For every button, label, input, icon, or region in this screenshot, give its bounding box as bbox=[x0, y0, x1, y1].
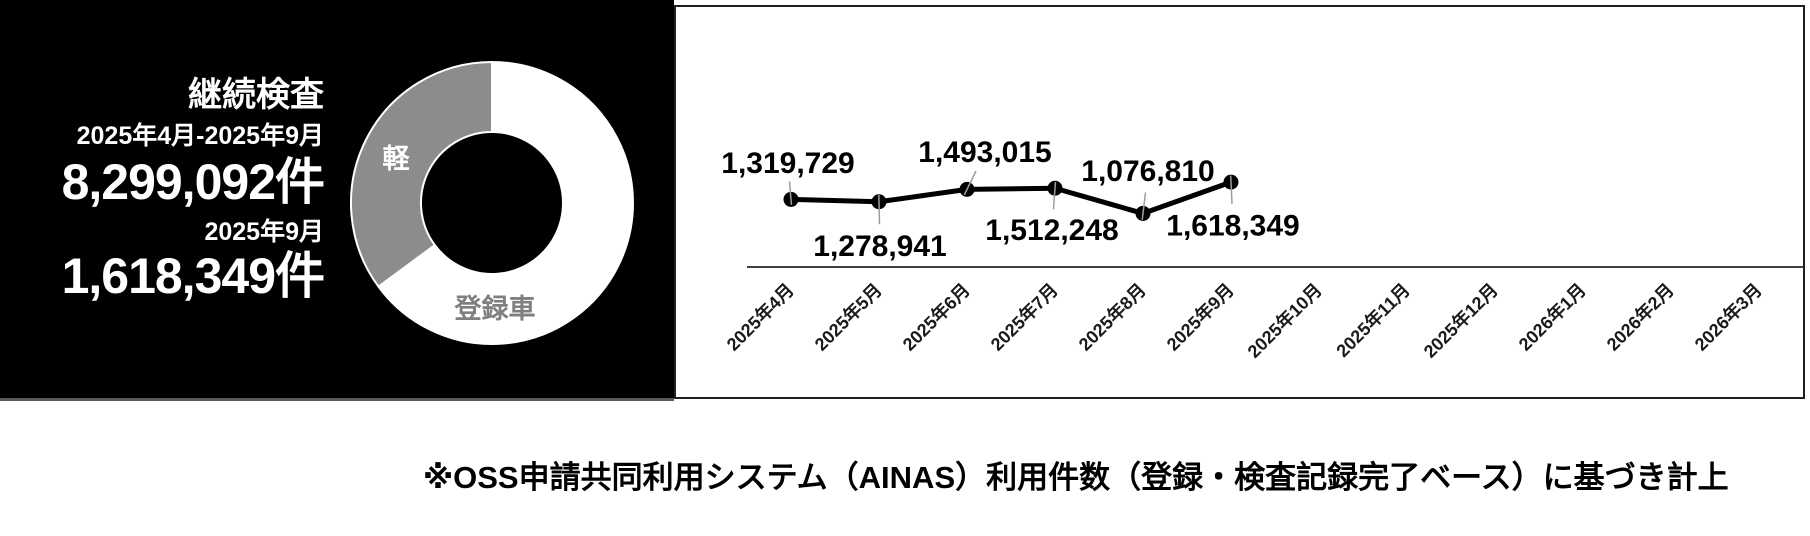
summary-block: 継続検査 2025年4月-2025年9月 8,299,092件 2025年9月 … bbox=[0, 76, 325, 304]
summary-month-label: 2025年9月 bbox=[204, 218, 324, 246]
summary-title: 継続検査 bbox=[188, 76, 324, 114]
summary-month-total: 1,618,349件 bbox=[61, 248, 325, 304]
summary-panel: 継続検査 2025年4月-2025年9月 8,299,092件 2025年9月 … bbox=[0, 0, 674, 401]
summary-period-label: 2025年4月-2025年9月 bbox=[76, 122, 324, 150]
footnote: ※OSS申請共同利用システム（AINAS）利用件数（登録・検査記録完了ベース）に… bbox=[423, 460, 1729, 495]
summary-period-total: 8,299,092件 bbox=[61, 154, 325, 210]
trend-chart-panel bbox=[674, 5, 1805, 399]
